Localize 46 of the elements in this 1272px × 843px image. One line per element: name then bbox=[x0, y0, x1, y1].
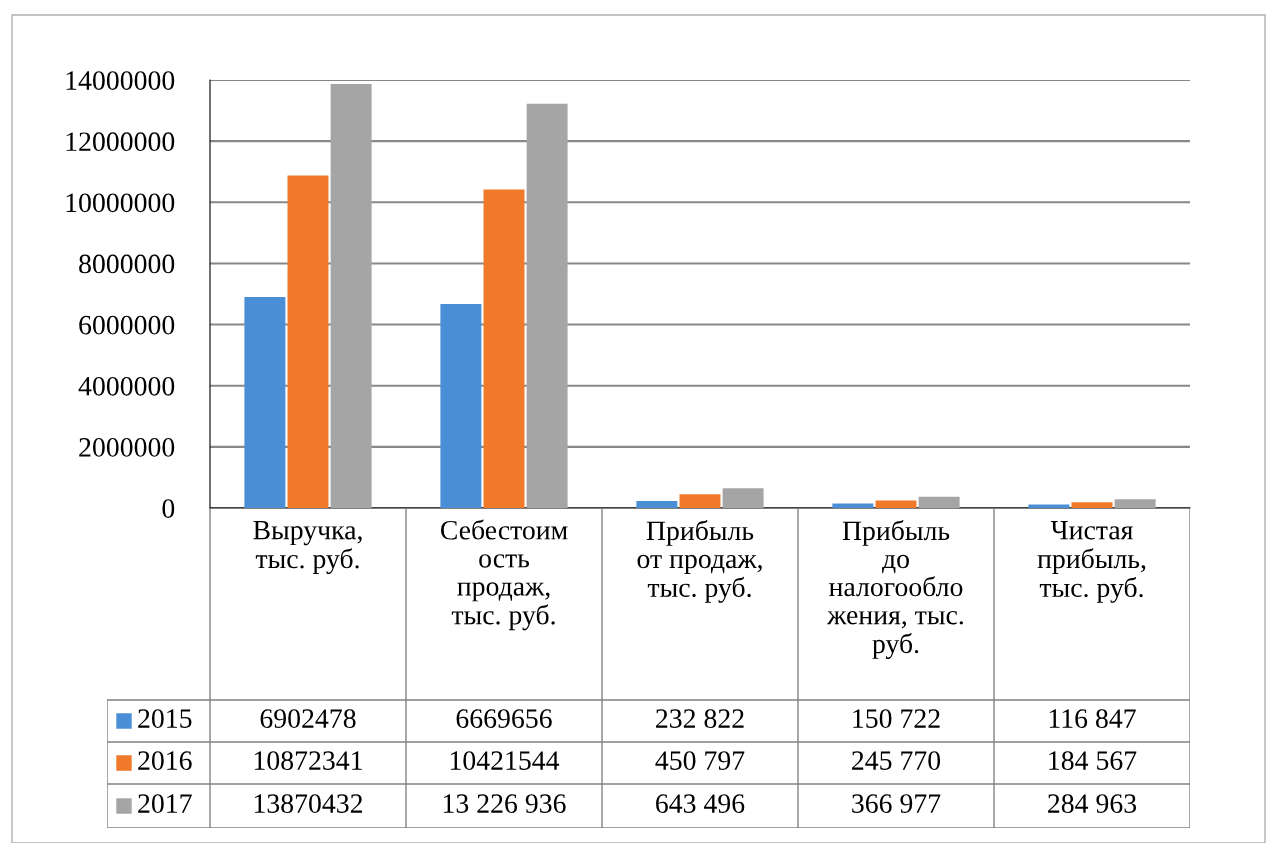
bar bbox=[875, 500, 917, 508]
data-label: 150 722 bbox=[853, 709, 940, 728]
y-tick-label: 4000000 bbox=[78, 376, 175, 396]
bar bbox=[330, 83, 372, 508]
y-tick-label: 0 bbox=[162, 499, 175, 518]
x-tick-label: Чистая прибыль, тыс. руб. bbox=[1037, 521, 1146, 603]
x-tick-label: Выручка, тыс. руб. bbox=[253, 521, 362, 575]
data-label: 10421544 bbox=[450, 751, 560, 770]
bar bbox=[679, 494, 721, 508]
bar bbox=[526, 103, 568, 508]
y-tick-label: 8000000 bbox=[79, 254, 175, 274]
y-tick-label: 14000000 bbox=[66, 71, 175, 90]
bar bbox=[918, 496, 960, 508]
legend-label: 2017 bbox=[138, 794, 192, 813]
data-label: 13 226 936 bbox=[443, 794, 566, 813]
bar bbox=[1071, 502, 1113, 508]
data-label: 366 977 bbox=[852, 794, 941, 813]
bar bbox=[722, 488, 764, 508]
x-tick-label: Себестоим ость продаж, тыс. руб. bbox=[440, 519, 568, 631]
data-label: 232 822 bbox=[656, 709, 744, 728]
data-label: 284 963 bbox=[1048, 794, 1137, 813]
legend-label: 2016 bbox=[138, 751, 192, 770]
bar bbox=[483, 189, 525, 508]
y-tick-label: 12000000 bbox=[66, 132, 175, 152]
data-label: 13870432 bbox=[254, 794, 363, 813]
bar bbox=[636, 500, 678, 508]
bar bbox=[440, 304, 482, 508]
data-label: 184 567 bbox=[1049, 751, 1137, 770]
x-tick-label: Прибыль до налогообло жения, тыс. руб. bbox=[827, 520, 963, 659]
data-label: 116 847 bbox=[1049, 709, 1136, 728]
data-label: 6902478 bbox=[260, 709, 356, 728]
data-label: 450 797 bbox=[655, 751, 745, 770]
bar bbox=[1028, 504, 1070, 508]
bar bbox=[1114, 499, 1156, 508]
data-label: 10872341 bbox=[254, 751, 362, 770]
bar bbox=[832, 503, 874, 508]
bar bbox=[287, 175, 329, 508]
y-tick-label: 10000000 bbox=[66, 193, 175, 213]
legend-label: 2015 bbox=[138, 709, 192, 728]
data-label: 6669656 bbox=[456, 709, 552, 728]
bar bbox=[244, 296, 286, 508]
x-tick-label: Прибыль от продаж, тыс. руб. bbox=[637, 520, 762, 603]
y-tick-label: 2000000 bbox=[79, 438, 175, 457]
data-label: 245 770 bbox=[852, 751, 941, 770]
y-tick-label: 6000000 bbox=[79, 315, 175, 335]
data-label: 643 496 bbox=[656, 794, 745, 813]
